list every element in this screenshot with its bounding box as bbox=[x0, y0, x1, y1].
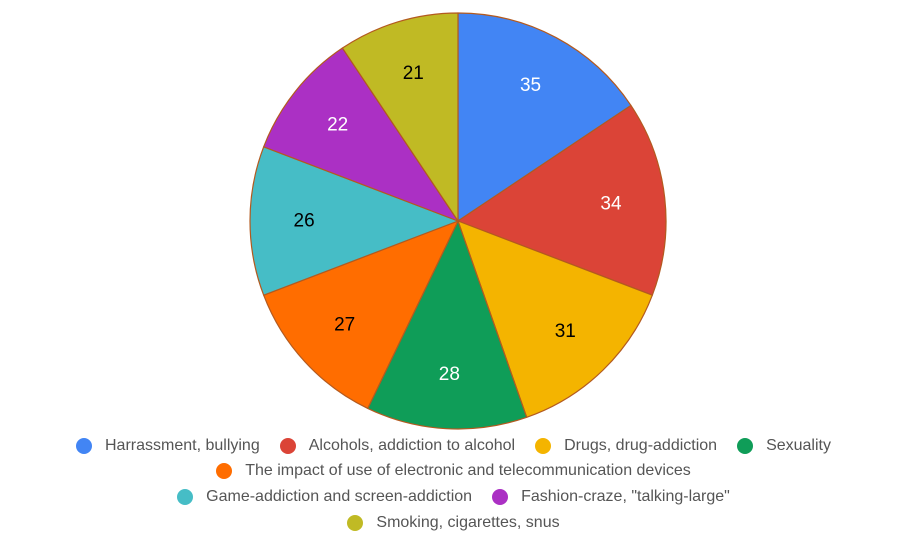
slice-value-label-4: 27 bbox=[334, 315, 355, 336]
legend-swatch bbox=[347, 515, 364, 531]
slice-value-label-0: 35 bbox=[520, 75, 541, 96]
legend-item: Smoking, cigarettes, snus bbox=[347, 514, 560, 532]
legend-label: The impact of use of electronic and tele… bbox=[245, 462, 691, 479]
legend-label: Alcohols, addiction to alcohol bbox=[308, 437, 516, 454]
slice-value-label-2: 31 bbox=[555, 321, 576, 342]
pie-slice-0 bbox=[457, 12, 632, 222]
legend-item: Drugs, drug-addiction bbox=[535, 437, 717, 455]
pie-slice-4 bbox=[263, 220, 459, 410]
pie-slice-7 bbox=[341, 12, 459, 222]
legend-item: Harrassment, bullying bbox=[76, 437, 260, 455]
legend-item: Alcohols, addiction to alcohol bbox=[279, 437, 516, 455]
legend-swatch bbox=[737, 438, 754, 454]
legend-label: Smoking, cigarettes, snus bbox=[376, 514, 560, 531]
legend-swatch bbox=[216, 463, 233, 479]
slice-value-label-6: 22 bbox=[327, 115, 348, 136]
legend-label: Drugs, drug-addiction bbox=[564, 437, 718, 454]
legend-item: Sexuality bbox=[737, 437, 831, 455]
legend-label: Fashion-craze, "talking-large" bbox=[521, 488, 730, 505]
pie-slice-5 bbox=[249, 146, 459, 296]
pie-slice-3 bbox=[367, 220, 528, 430]
legend-swatch bbox=[279, 438, 296, 454]
legend-swatch bbox=[492, 489, 509, 505]
legend-row: Game-addiction and screen-addiction Fashi… bbox=[0, 487, 907, 507]
legend-label: Harrassment, bullying bbox=[105, 437, 260, 454]
pie-slice-2 bbox=[457, 220, 653, 418]
pie-slice-6 bbox=[263, 47, 459, 222]
legend-item: The impact of use of electronic and tele… bbox=[216, 462, 691, 480]
legend-row: Harrassment, bullying Alcohols, addiction… bbox=[0, 436, 907, 456]
pie-slice-1 bbox=[457, 104, 667, 296]
legend-swatch bbox=[535, 438, 552, 454]
slice-value-label-5: 26 bbox=[294, 211, 315, 232]
legend-row: Smoking, cigarettes, snus bbox=[0, 513, 907, 533]
legend-row: The impact of use of electronic and tele… bbox=[0, 461, 907, 481]
legend-item: Fashion-craze, "talking-large" bbox=[492, 488, 730, 506]
slice-value-label-1: 34 bbox=[600, 193, 622, 214]
legend-item: Game-addiction and screen-addiction bbox=[177, 488, 472, 506]
legend-swatch bbox=[76, 438, 92, 454]
slice-value-label-3: 28 bbox=[439, 364, 460, 385]
legend-swatch bbox=[177, 489, 194, 505]
legend-label: Game-addiction and screen-addiction bbox=[206, 488, 473, 505]
legend-label: Sexuality bbox=[766, 437, 831, 454]
slice-value-label-7: 21 bbox=[403, 63, 424, 84]
